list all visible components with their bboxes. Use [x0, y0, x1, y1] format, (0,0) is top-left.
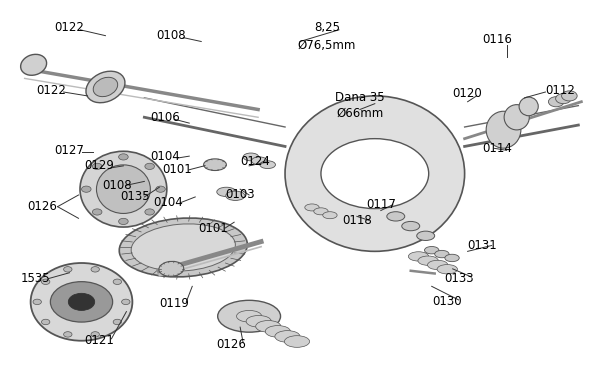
- Circle shape: [321, 139, 429, 209]
- Text: 0103: 0103: [226, 188, 255, 202]
- Ellipse shape: [402, 222, 420, 231]
- Ellipse shape: [265, 326, 290, 337]
- Text: 0126: 0126: [216, 338, 246, 351]
- Circle shape: [556, 94, 571, 104]
- Circle shape: [113, 279, 122, 284]
- Circle shape: [122, 299, 130, 305]
- Circle shape: [145, 209, 154, 215]
- Text: 8,25: 8,25: [314, 21, 340, 34]
- Circle shape: [91, 332, 100, 337]
- Ellipse shape: [425, 246, 439, 254]
- Circle shape: [119, 218, 128, 225]
- Ellipse shape: [434, 250, 449, 258]
- Text: 0133: 0133: [444, 272, 473, 285]
- Ellipse shape: [218, 300, 281, 332]
- Ellipse shape: [131, 224, 235, 271]
- Ellipse shape: [86, 71, 125, 103]
- Text: 0126: 0126: [28, 200, 58, 213]
- Circle shape: [33, 299, 41, 305]
- Text: 0112: 0112: [545, 83, 575, 97]
- Ellipse shape: [80, 151, 167, 227]
- Text: 0122: 0122: [55, 21, 85, 34]
- Ellipse shape: [519, 97, 538, 116]
- Circle shape: [92, 209, 102, 215]
- Text: 0121: 0121: [85, 334, 115, 347]
- Ellipse shape: [217, 187, 236, 197]
- Circle shape: [91, 267, 100, 272]
- Text: 0104: 0104: [151, 150, 180, 163]
- Circle shape: [548, 97, 564, 107]
- Text: 0131: 0131: [468, 239, 497, 252]
- Text: 0122: 0122: [37, 83, 67, 97]
- Ellipse shape: [285, 96, 464, 251]
- Circle shape: [64, 267, 72, 272]
- Text: 0114: 0114: [482, 142, 512, 155]
- Ellipse shape: [243, 153, 259, 161]
- Ellipse shape: [31, 263, 133, 341]
- Text: Ø66mm: Ø66mm: [336, 107, 383, 120]
- Text: 0117: 0117: [366, 198, 396, 211]
- Ellipse shape: [226, 191, 245, 200]
- Ellipse shape: [418, 256, 438, 265]
- Circle shape: [50, 282, 113, 322]
- Ellipse shape: [246, 316, 271, 327]
- Ellipse shape: [428, 260, 448, 269]
- Ellipse shape: [159, 261, 184, 277]
- Text: 0118: 0118: [342, 214, 372, 227]
- Circle shape: [82, 186, 91, 192]
- Ellipse shape: [260, 161, 275, 168]
- Text: 0130: 0130: [432, 295, 461, 308]
- Ellipse shape: [323, 212, 337, 219]
- Text: Dana 35: Dana 35: [335, 91, 385, 105]
- Ellipse shape: [305, 204, 319, 211]
- Text: 0120: 0120: [453, 87, 482, 101]
- Ellipse shape: [97, 165, 151, 213]
- Text: 0108: 0108: [103, 179, 132, 192]
- Text: 0108: 0108: [157, 29, 186, 42]
- Ellipse shape: [119, 218, 247, 277]
- Ellipse shape: [314, 208, 328, 215]
- Circle shape: [113, 319, 122, 325]
- Text: 1535: 1535: [20, 272, 50, 285]
- Ellipse shape: [445, 254, 459, 262]
- Text: 0101: 0101: [163, 163, 192, 176]
- Text: 0124: 0124: [240, 156, 270, 168]
- Text: 0116: 0116: [482, 33, 512, 46]
- Ellipse shape: [284, 336, 310, 347]
- Ellipse shape: [251, 157, 267, 165]
- Ellipse shape: [203, 159, 226, 170]
- Text: 0119: 0119: [160, 297, 189, 310]
- Circle shape: [41, 279, 50, 284]
- Circle shape: [119, 154, 128, 160]
- Ellipse shape: [20, 54, 47, 75]
- Circle shape: [64, 332, 72, 337]
- Text: 0135: 0135: [121, 190, 150, 204]
- Ellipse shape: [387, 212, 405, 221]
- Ellipse shape: [256, 321, 281, 332]
- Circle shape: [92, 163, 102, 170]
- Ellipse shape: [486, 111, 521, 148]
- Circle shape: [145, 163, 154, 170]
- Circle shape: [156, 186, 166, 192]
- Ellipse shape: [275, 331, 300, 342]
- Text: 0101: 0101: [199, 222, 228, 234]
- Ellipse shape: [409, 252, 429, 261]
- Text: 0106: 0106: [151, 111, 180, 124]
- Text: Ø76,5mm: Ø76,5mm: [298, 39, 356, 52]
- Ellipse shape: [417, 231, 434, 241]
- Ellipse shape: [236, 310, 262, 322]
- Circle shape: [562, 91, 577, 101]
- Text: 0127: 0127: [55, 144, 85, 157]
- Circle shape: [68, 293, 95, 310]
- Ellipse shape: [437, 264, 457, 274]
- Ellipse shape: [93, 77, 118, 97]
- Ellipse shape: [504, 105, 529, 130]
- Text: 0104: 0104: [154, 196, 183, 209]
- Circle shape: [41, 319, 50, 325]
- Text: 0129: 0129: [85, 160, 115, 172]
